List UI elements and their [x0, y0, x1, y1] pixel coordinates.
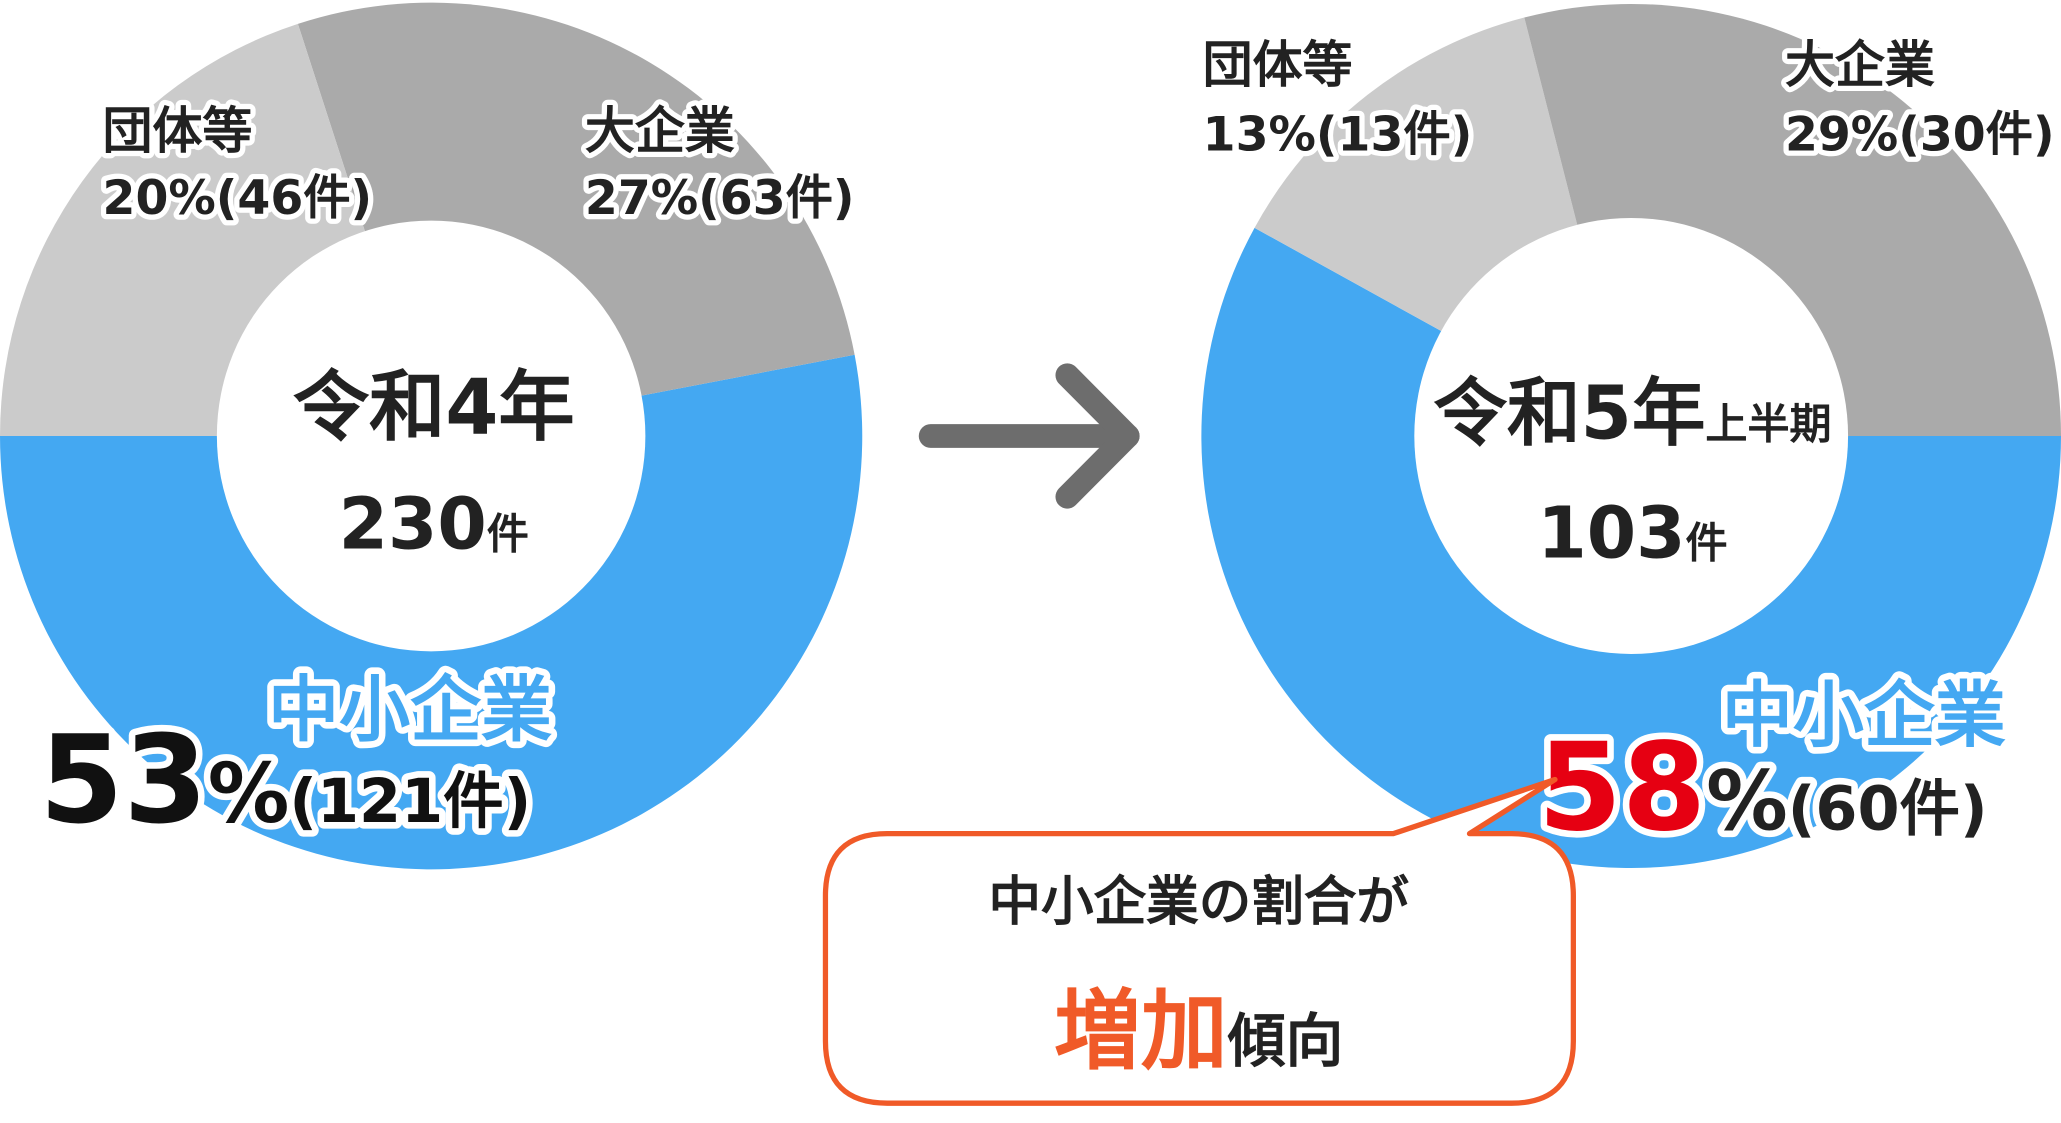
org-label-2023h1: 団体等: [1203, 36, 1353, 94]
donut-chart-2023h1: [1201, 3, 2061, 869]
donut-chart-2022: [0, 2, 863, 870]
large-label-2022: 大企業: [585, 102, 735, 160]
large-value-2023h1: 29%(30件): [1785, 108, 2055, 163]
center-total-2023h1: 103件: [1537, 491, 1727, 574]
sme-value-2022: 53%(121件): [39, 708, 531, 850]
large-value-2022: 27%(63件): [585, 171, 855, 226]
org-value-2023h1: 13%(13件): [1203, 108, 1473, 163]
sme-value-2023h1: 58%(60件): [1538, 716, 1988, 858]
center-title-2023h1: 令和5年上半期: [1433, 371, 1831, 456]
center-title-2022: 令和4年: [293, 363, 575, 452]
donut-hole: [1414, 217, 1849, 654]
callout-line2: 増加傾向: [1054, 980, 1343, 1082]
donut-hole: [216, 220, 646, 652]
arrow-right-icon: [918, 363, 1140, 509]
center-total-2022: 230件: [339, 482, 529, 565]
callout-line1: 中小企業の割合が: [988, 871, 1409, 932]
org-value-2022: 20%(46件): [103, 171, 373, 226]
callout-bubble: 中小企業の割合が 増加傾向: [822, 776, 1576, 1106]
sme-label-2022: 中小企業: [268, 668, 552, 751]
org-label-2022: 団体等: [103, 102, 253, 160]
sme-label-2023h1: 中小企業: [1722, 674, 2006, 757]
large-label-2023h1: 大企業: [1785, 36, 1935, 94]
